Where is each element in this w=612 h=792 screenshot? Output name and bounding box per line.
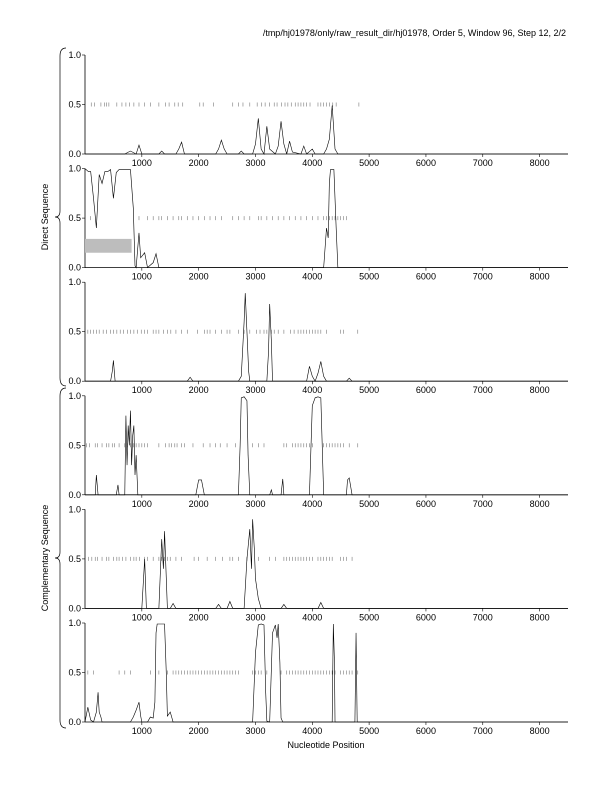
x-tick-label: 7000 [473,612,493,622]
x-tick-label: 5000 [359,499,379,509]
x-tick-label: 2000 [189,499,209,509]
x-tick-label: 8000 [530,612,550,622]
x-tick-label: 4000 [302,726,322,736]
x-tick-label: 5000 [359,158,379,168]
x-tick-label: 7000 [473,726,493,736]
y-tick-label: 0.5 [68,213,81,223]
y-tick-label: 1.0 [68,391,81,401]
group-label-complementary: Complementary Sequence [40,505,50,612]
series-line [85,519,568,609]
series-line [85,396,568,496]
panels: 0.0 0.5 1.0 1000 2000 3000 4000 5000 6000 7000 800… [68,50,568,736]
series-line [85,105,568,155]
x-tick-label: 8000 [530,385,550,395]
x-tick-label: 2000 [189,385,209,395]
panel-5: 0.0 0.5 1.0 1000 2000 3000 4000 5000 6000 7000 800… [68,504,568,622]
x-tick-label: 8000 [530,499,550,509]
group-braces [54,47,67,729]
x-tick-label: 1000 [132,272,152,282]
panel-2: 0.0 0.5 1.0 1000 2000 3000 4000 5000 6000 7000 800… [68,164,568,282]
x-tick-label: 4000 [302,499,322,509]
x-tick-label: 2000 [189,726,209,736]
x-axis-label: Nucleotide Position [287,740,364,750]
figure-title: /tmp/hj01978/only/raw_result_dir/hj01978… [263,28,566,38]
x-tick-label: 5000 [359,385,379,395]
x-tick-label: 7000 [473,499,493,509]
x-tick-label: 1000 [132,726,152,736]
y-tick-label: 0.0 [68,603,81,613]
x-tick-label: 6000 [416,499,436,509]
x-tick-label: 5000 [359,612,379,622]
x-tick-label: 3000 [245,499,265,509]
brace-direct [54,47,67,387]
x-tick-label: 7000 [473,158,493,168]
series-line [85,293,568,382]
x-tick-label: 1000 [132,158,152,168]
x-tick-label: 6000 [416,272,436,282]
x-tick-label: 6000 [416,385,436,395]
x-tick-label: 2000 [189,272,209,282]
y-tick-label: 0.5 [68,554,81,564]
x-tick-label: 4000 [302,385,322,395]
x-tick-label: 8000 [530,272,550,282]
x-tick-label: 7000 [473,385,493,395]
group-label-direct: Direct Sequence [40,184,50,251]
x-tick-label: 6000 [416,158,436,168]
x-tick-label: 4000 [302,272,322,282]
panel-3: 0.0 0.5 1.0 1000 2000 3000 4000 5000 6000 7000 800… [68,277,568,395]
x-tick-label: 1000 [132,499,152,509]
x-tick-label: 3000 [245,158,265,168]
y-tick-label: 0.0 [68,490,81,500]
y-tick-label: 0.0 [68,717,81,727]
series-line [84,168,568,269]
y-tick-label: 0.0 [68,376,81,386]
y-tick-label: 0.5 [68,668,81,678]
x-tick-label: 3000 [245,272,265,282]
x-tick-label: 6000 [416,612,436,622]
y-tick-label: 0.0 [68,149,81,159]
y-tick-label: 1.0 [68,164,81,174]
x-tick-label: 3000 [245,726,265,736]
x-tick-label: 1000 [132,612,152,622]
y-tick-label: 0.5 [68,327,81,337]
series-line [84,623,568,723]
x-tick-label: 8000 [530,158,550,168]
y-tick-label: 1.0 [68,50,81,60]
x-tick-label: 5000 [359,272,379,282]
x-tick-label: 8000 [530,726,550,736]
y-tick-label: 0.5 [68,100,81,110]
x-tick-label: 4000 [302,158,322,168]
x-tick-label: 5000 [359,726,379,736]
shaded-region [85,238,132,253]
panel-1: 0.0 0.5 1.0 1000 2000 3000 4000 5000 6000 7000 800… [68,50,568,168]
brace-complementary [54,387,67,729]
x-tick-label: 7000 [473,272,493,282]
panel-6: 0.0 0.5 1.0 1000 2000 3000 4000 5000 6000 7000 800… [68,618,568,736]
x-tick-label: 3000 [245,612,265,622]
x-tick-label: 2000 [189,612,209,622]
x-tick-label: 1000 [132,385,152,395]
panel-4: 0.0 0.5 1.0 1000 2000 3000 4000 5000 6000 7000 800… [68,391,568,509]
y-tick-label: 0.0 [68,263,81,273]
y-tick-label: 1.0 [68,618,81,628]
y-tick-label: 1.0 [68,504,81,514]
x-tick-label: 6000 [416,726,436,736]
x-tick-label: 4000 [302,612,322,622]
x-tick-label: 2000 [189,158,209,168]
x-tick-label: 3000 [245,385,265,395]
y-tick-label: 1.0 [68,277,81,287]
y-tick-label: 0.5 [68,440,81,450]
